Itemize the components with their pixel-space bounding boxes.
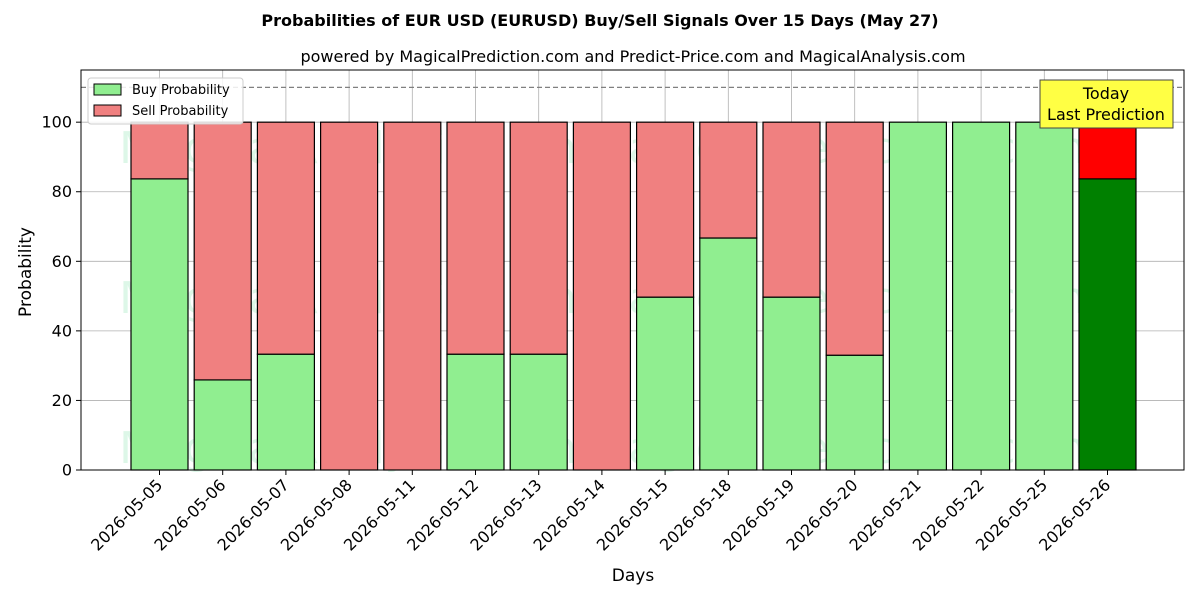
sell-bar [446, 121, 505, 355]
sell-bar [635, 121, 695, 298]
buy-bar [256, 353, 315, 471]
buy-bar [825, 354, 884, 471]
annotation-line2: Last Prediction [1047, 105, 1165, 124]
buy-bar [446, 353, 505, 471]
buy-bar [1078, 178, 1137, 471]
y-tick-label: 100 [41, 113, 72, 132]
sell-bar [1078, 121, 1137, 180]
buy-bar [951, 121, 1011, 471]
legend-label: Sell Probability [132, 104, 229, 119]
legend-swatch [93, 83, 122, 96]
buy-bar [130, 178, 189, 471]
y-axis-label: Probability [16, 227, 36, 317]
sell-bar [509, 121, 568, 355]
plot-frame [80, 69, 1185, 471]
y-axis: 0 20 40 60 80 100 [41, 113, 81, 480]
buy-bar [509, 353, 568, 471]
sell-bar [699, 121, 758, 239]
buy-bar [762, 296, 821, 471]
sell-bar [572, 121, 632, 471]
legend: Buy Probability Sell Probability [87, 77, 244, 125]
y-tick-label: 80 [52, 182, 72, 201]
buy-bar [193, 379, 252, 471]
legend-box [87, 77, 244, 125]
y-tick-label: 60 [52, 252, 72, 271]
sell-bar [193, 121, 252, 381]
annotation-box [1039, 79, 1174, 129]
today-annotation: Today Last Prediction [1039, 79, 1174, 129]
y-tick-label: 20 [52, 391, 72, 410]
buy-bar [635, 296, 695, 471]
sell-bar [825, 121, 884, 356]
chart-title: Probabilities of EUR USD (EURUSD) Buy/Se… [261, 11, 938, 30]
sell-bar [762, 121, 821, 298]
sell-bar [383, 121, 442, 471]
legend-label: Buy Probability [132, 83, 230, 98]
y-tick-label: 0 [62, 461, 72, 480]
legend-swatch [93, 104, 122, 117]
y-tick-label: 40 [52, 321, 72, 340]
chart-subtitle: powered by MagicalPrediction.com and Pre… [300, 47, 965, 66]
sell-bar [130, 121, 189, 180]
bars [130, 121, 1137, 471]
x-axis: 2026-05-052026-05-062026-05-072026-05-08… [87, 470, 1114, 555]
buy-bar [699, 237, 758, 471]
sell-bar [256, 121, 315, 355]
sell-bar [320, 121, 379, 471]
buy-bar [888, 121, 948, 471]
buy-bar [1015, 121, 1074, 471]
annotation-line1: Today [1082, 84, 1129, 103]
x-axis-label: Days [612, 566, 655, 586]
